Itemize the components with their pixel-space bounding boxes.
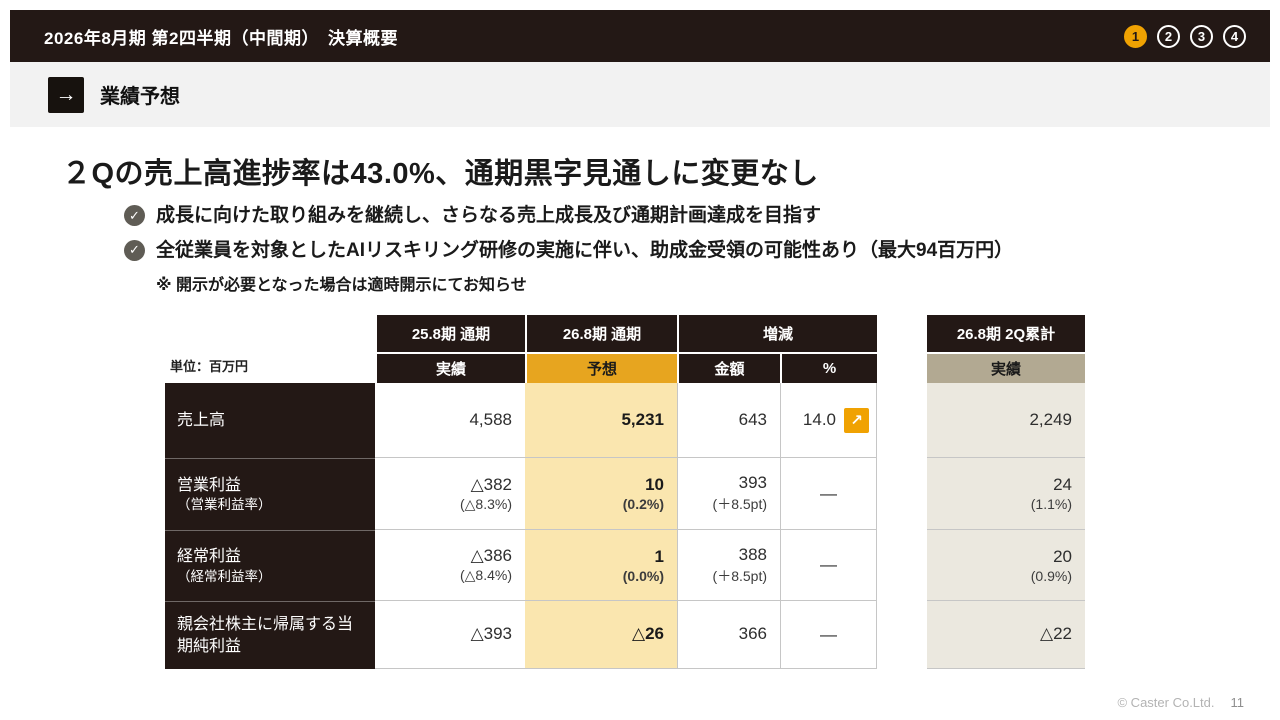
- operating-profit-change-percent: —: [780, 458, 877, 530]
- header-current-full-year: 26.8期 通期: [525, 315, 677, 352]
- row-label-text: 営業利益: [177, 476, 242, 494]
- footer: © Caster Co.Ltd. 11: [1117, 695, 1244, 710]
- check-icon: ✓: [124, 239, 145, 261]
- value: 643: [738, 409, 767, 429]
- value-sub: (0.2%): [622, 496, 664, 512]
- bullet-text: 全従業員を対象としたAIリスキリング研修の実施に伴い、助成金受領の可能性あり（最…: [156, 239, 1014, 261]
- value: —: [820, 555, 837, 574]
- value: △382: [470, 474, 512, 494]
- row-label-sub: （営業利益率）: [177, 497, 272, 513]
- operating-profit-change-amount: 393 (＋8.5pt): [677, 458, 780, 530]
- ordinary-profit-change-amount: 388 (＋8.5pt): [677, 530, 780, 601]
- section-title: 業績予想: [100, 86, 180, 108]
- unit-label-cell: 単位：百万円: [165, 315, 375, 383]
- ordinary-profit-change-percent: —: [780, 530, 877, 601]
- row-label-sales: 売上高: [165, 383, 375, 458]
- row-label-ordinary-profit: 経常利益 （経常利益率）: [165, 530, 375, 601]
- sales-change-amount: 643: [677, 383, 780, 458]
- q2-ordinary-profit: 20 (0.9%): [927, 530, 1085, 601]
- header-change: 増減: [677, 315, 877, 352]
- value: 14.0: [802, 410, 836, 429]
- header-prior-full-year: 25.8期 通期: [375, 315, 525, 352]
- q2-operating-profit: 24 (1.1%): [927, 458, 1085, 530]
- value-sub: (0.9%): [1030, 567, 1072, 584]
- row-label-sub: （経常利益率）: [177, 568, 272, 584]
- subheader-percent: %: [780, 352, 877, 383]
- value: △26: [632, 624, 664, 643]
- row-label-operating-profit: 営業利益 （営業利益率）: [165, 458, 375, 530]
- page-dot-1: 1: [1124, 24, 1147, 48]
- subheader-forecast: 予想: [525, 352, 677, 383]
- disclosure-note: ※ 開示が必要となった場合は適時開示にてお知らせ: [156, 277, 527, 295]
- net-profit-forecast: △26: [525, 601, 677, 669]
- section-header: → 業績予想: [10, 62, 1270, 127]
- net-profit-change-amount: 366: [677, 601, 780, 669]
- row-label-net-profit: 親会社株主に帰属する当期純利益: [165, 601, 375, 669]
- value: 388: [738, 544, 767, 564]
- net-profit-actual: △393: [375, 601, 525, 669]
- value: △22: [1040, 624, 1072, 643]
- value: 10: [645, 475, 664, 494]
- q2-net-profit: △22: [927, 601, 1085, 669]
- row-label-text: 売上高: [177, 411, 226, 429]
- subheader-actual: 実績: [375, 352, 525, 383]
- arrow-right-icon: →: [48, 76, 84, 113]
- check-icon: ✓: [124, 205, 145, 226]
- page-dot-3: 3: [1190, 24, 1213, 48]
- bullet-list: ✓ 成長に向けた取り組みを継続し、さらなる売上成長及び通期計画達成を目指す ✓ …: [124, 202, 1013, 295]
- q2-subheader-actual: 実績: [927, 352, 1085, 383]
- value: 4,588: [469, 409, 512, 429]
- value: 393: [738, 473, 767, 492]
- slide-deck-title: 2026年8月期 第2四半期（中間期） 決算概要: [44, 28, 398, 48]
- value: △393: [470, 624, 512, 643]
- operating-profit-forecast: 10 (0.2%): [525, 458, 677, 530]
- bullet-item: ✓ 成長に向けた取り組みを継続し、さらなる売上成長及び通期計画達成を目指す: [124, 202, 1013, 230]
- top-bar: 2026年8月期 第2四半期（中間期） 決算概要 1 2 3 4: [10, 10, 1270, 62]
- value: —: [820, 483, 837, 503]
- page-title: ２Qの売上高進捗率は43.0%、通期黒字見通しに変更なし: [62, 158, 819, 190]
- q2-header: 26.8期 2Q累計: [927, 315, 1085, 352]
- page-number: 11: [1230, 695, 1245, 710]
- sales-actual: 4,588: [375, 383, 525, 458]
- sales-change-percent: 14.0 ↗: [780, 383, 877, 458]
- value-sub: (＋8.5pt): [712, 496, 767, 512]
- value-sub: (＋8.5pt): [712, 567, 767, 584]
- copyright: © Caster Co.Ltd.: [1117, 695, 1215, 710]
- page-indicator: 1 2 3 4: [1124, 24, 1246, 48]
- unit-label: 単位：百万円: [170, 359, 249, 374]
- value-sub: (1.1%): [1030, 496, 1072, 512]
- value: 5,231: [621, 409, 664, 429]
- value: △386: [470, 546, 512, 565]
- value: 2,249: [1029, 409, 1072, 429]
- forecast-table: 単位：百万円 25.8期 通期 26.8期 通期 増減 実績 予想 金額 % 売…: [165, 315, 877, 669]
- bullet-text: 成長に向けた取り組みを継続し、さらなる売上成長及び通期計画達成を目指す: [156, 205, 822, 226]
- value-sub: (△8.4%): [459, 567, 512, 583]
- row-label-text: 経常利益: [177, 548, 242, 566]
- row-label-text: 親会社株主に帰属する当期純利益: [177, 615, 354, 655]
- net-profit-change-percent: —: [780, 601, 877, 669]
- q2-cumulative-table: 26.8期 2Q累計 実績 2,249 24 (1.1%) 20 (0.9%) …: [927, 315, 1085, 669]
- subheader-amount: 金額: [677, 352, 780, 383]
- ordinary-profit-forecast: 1 (0.0%): [525, 530, 677, 601]
- value: —: [820, 624, 837, 644]
- ordinary-profit-actual: △386 (△8.4%): [375, 530, 525, 601]
- page-dot-4: 4: [1223, 24, 1246, 48]
- value-sub: (0.0%): [622, 567, 664, 584]
- sales-forecast: 5,231: [525, 383, 677, 458]
- value: 366: [738, 624, 767, 643]
- q2-sales: 2,249: [927, 383, 1085, 458]
- increase-arrow-icon: ↗: [844, 407, 869, 433]
- value: 20: [1053, 546, 1072, 566]
- bullet-item: ✓ 全従業員を対象としたAIリスキリング研修の実施に伴い、助成金受領の可能性あり…: [124, 237, 1013, 265]
- value: 1: [654, 546, 664, 566]
- value-sub: (△8.3%): [459, 495, 512, 512]
- page-dot-2: 2: [1157, 24, 1180, 48]
- operating-profit-actual: △382 (△8.3%): [375, 458, 525, 530]
- value: 24: [1053, 475, 1072, 494]
